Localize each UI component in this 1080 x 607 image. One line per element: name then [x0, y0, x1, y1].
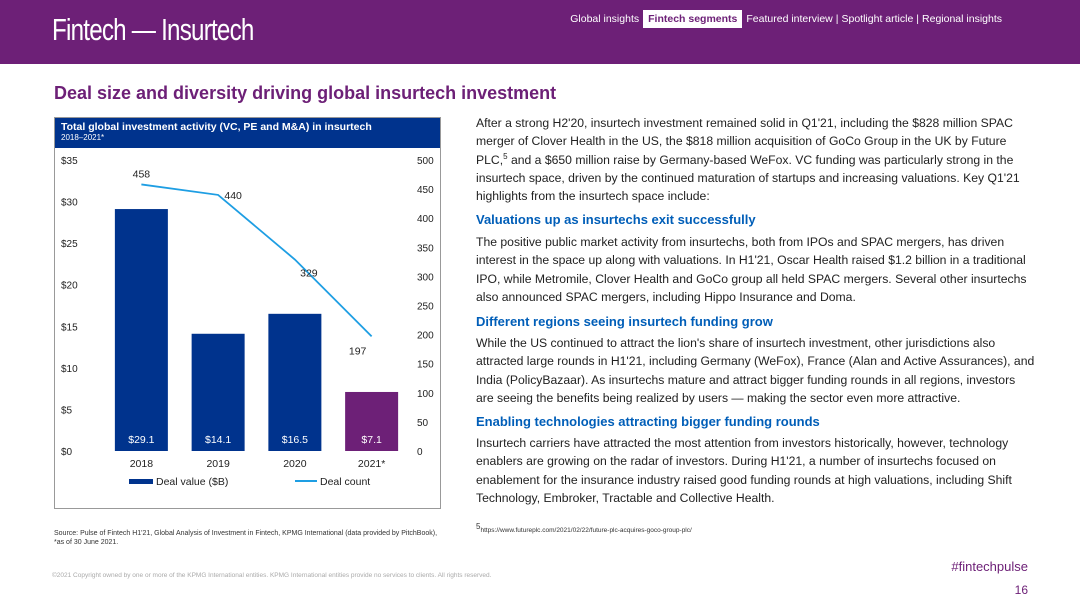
y-right-tick-label: 100 [417, 389, 434, 400]
legend-label-deal-value: Deal value ($B) [156, 476, 228, 488]
bar-value-label: $16.5 [282, 434, 308, 446]
y-right-tick-label: 300 [417, 272, 434, 283]
line-deal-count [141, 183, 373, 337]
section-body: Insurtech carriers have attracted the mo… [476, 436, 1012, 505]
nav-spotlight-article[interactable]: Spotlight article [841, 13, 914, 25]
y-left-tick-label: $35 [61, 156, 78, 167]
footnote-ref: 5 [503, 151, 508, 161]
section-heading: Valuations up as insurtechs exit success… [476, 212, 756, 227]
chart-subtitle: 2018–2021* [61, 133, 105, 142]
bar-deal-value [114, 209, 168, 451]
line-value-label: 440 [224, 190, 242, 202]
y-right-tick-label: 150 [417, 360, 434, 371]
y-left-tick-label: $25 [61, 239, 78, 250]
nav-regional-insights[interactable]: Regional insights [922, 13, 1002, 25]
line-value-label: 458 [133, 168, 151, 180]
x-tick-label: 2019 [206, 458, 230, 470]
chart-title: Total global investment activity (VC, PE… [61, 121, 372, 133]
top-navigation: Global insights Fintech segments Feature… [570, 10, 1002, 28]
investment-chart: $0 $5 $10 $15 $20 $25 $30 $35 0 50 100 150 200 250 300… [61, 156, 434, 488]
y-left-tick-label: $30 [61, 198, 78, 209]
page-title: Deal size and diversity driving global i… [54, 83, 557, 103]
legend-swatch-deal-value [129, 479, 153, 484]
intro-paragraph: After a strong H2'20, insurtech investme… [476, 114, 1036, 205]
y-right-tick-label: 400 [417, 214, 434, 225]
x-tick-label: 2018 [130, 458, 154, 470]
chart-source: Source: Pulse of Fintech H1'21, Global A… [54, 530, 438, 546]
y-left-tick-label: $15 [61, 322, 78, 333]
x-tick-label: 2021* [358, 458, 385, 470]
chart-panel: Total global investment activity (VC, PE… [54, 117, 441, 509]
y-right-tick-label: 350 [417, 243, 434, 254]
y-left-tick-label: $5 [61, 405, 73, 416]
bar-value-label: $14.1 [205, 434, 231, 446]
section-body: The positive public market activity from… [476, 235, 1027, 304]
section-heading: Enabling technologies attracting bigger … [476, 414, 820, 429]
bar-deal-value [268, 313, 322, 451]
y-left-tick-label: $20 [61, 281, 78, 292]
copyright-notice: ©2021 Copyright owned by one or more of … [52, 572, 492, 579]
intro-text-rest: and a $650 million raise by Germany-base… [476, 152, 1020, 204]
y-right-tick-label: 500 [417, 156, 434, 167]
footnote-number: 5 [476, 522, 481, 531]
bar-value-label: $29.1 [128, 434, 154, 446]
chart-header: Total global investment activity (VC, PE… [55, 118, 440, 148]
section-brand-title: Fintech — Insurtech [52, 12, 254, 47]
page-number: 16 [1014, 583, 1028, 597]
section-heading: Different regions seeing insurtech fundi… [476, 314, 773, 329]
y-right-tick-label: 0 [417, 447, 423, 458]
y-right-tick-label: 200 [417, 331, 434, 342]
bar-deal-value [191, 333, 245, 451]
hashtag: #fintechpulse [951, 559, 1028, 574]
nav-global-insights[interactable]: Global insights [570, 13, 640, 25]
y-right-tick-label: 50 [417, 418, 429, 429]
y-right-tick-label: 450 [417, 185, 434, 196]
nav-fintech-segments[interactable]: Fintech segments [643, 10, 743, 28]
top-bar: Fintech — Insurtech Global insights Fint… [0, 0, 1080, 64]
x-tick-label: 2020 [283, 458, 307, 470]
section-body: While the US continued to attract the li… [476, 336, 1035, 405]
bar-value-label: $7.1 [361, 434, 382, 446]
footnote-link[interactable]: https://www.futureplc.com/2021/02/22/fut… [480, 527, 692, 535]
y-left-tick-label: $10 [61, 364, 78, 375]
footnote: 5https://www.futureplc.com/2021/02/22/fu… [476, 523, 692, 535]
bar-deal-value [345, 391, 399, 451]
nav-featured-interview[interactable]: Featured interview [746, 13, 833, 25]
line-value-label: 329 [300, 268, 318, 280]
intro-text: After a strong H2'20, insurtech investme… [476, 116, 1013, 167]
nav-separator: | [835, 13, 839, 25]
y-right-tick-label: 250 [417, 302, 434, 313]
nav-separator: | [916, 13, 920, 25]
y-left-tick-label: $0 [61, 447, 73, 458]
legend-label-deal-count: Deal count [320, 476, 370, 488]
line-value-label: 197 [349, 345, 367, 357]
